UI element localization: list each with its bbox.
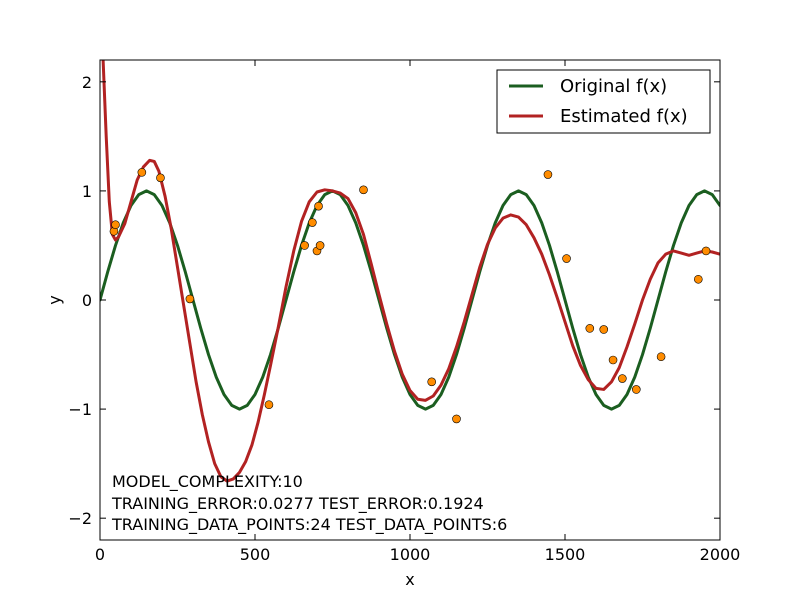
x-tick-label: 2000 [700, 545, 741, 564]
data-point [111, 220, 120, 230]
data-point [618, 374, 627, 383]
legend-label-estimated: Estimated f(x) [560, 106, 688, 127]
y-tick-label: 1 [82, 182, 92, 201]
data-point [599, 325, 609, 334]
x-tick-label: 0 [95, 545, 105, 564]
y-tick-label: 0 [82, 291, 92, 310]
data-point [315, 241, 325, 250]
plot-area: 0 500 1000 1500 2000 −2 −1 0 1 2 [68, 59, 740, 564]
data-point [656, 352, 666, 362]
data-point [427, 377, 437, 387]
data-point [264, 400, 274, 410]
data-point [137, 168, 147, 177]
y-tick-label: 2 [82, 73, 92, 92]
data-point [156, 173, 165, 183]
annotations-block: MODEL_COMPLEXITY:10 TRAINING_ERROR:0.027… [111, 472, 507, 535]
annotation-data-points: TRAINING_DATA_POINTS:24 TEST_DATA_POINTS… [111, 515, 507, 535]
y-tick-label: −2 [68, 509, 92, 528]
y-axis-label: y [45, 295, 64, 304]
x-axis-label: x [405, 570, 414, 589]
legend-label-original: Original f(x) [560, 76, 667, 97]
data-point [452, 414, 461, 424]
ticks-layer: 0 500 1000 1500 2000 −2 −1 0 1 2 [68, 60, 740, 564]
x-tick-label: 1500 [545, 545, 586, 564]
annotation-model-complexity: MODEL_COMPLEXITY:10 [112, 472, 303, 492]
data-point [693, 274, 703, 284]
data-point [585, 324, 595, 333]
y-tick-label: −1 [68, 400, 92, 419]
x-tick-label: 500 [240, 545, 271, 564]
data-point [308, 218, 317, 227]
x-tick-label: 1000 [390, 545, 431, 564]
legend-box [496, 69, 711, 134]
data-point [314, 201, 323, 211]
data-point [543, 170, 553, 179]
points-layer [109, 168, 711, 424]
data-point [701, 246, 711, 256]
data-point [300, 241, 309, 250]
legend: Original f(x) Estimated f(x) [496, 69, 711, 134]
data-point [631, 385, 641, 394]
data-point [562, 254, 571, 263]
series-line-1 [101, 60, 720, 483]
curves-layer [100, 60, 720, 483]
data-point [185, 294, 195, 304]
data-point [359, 185, 368, 195]
series-line-0 [100, 189, 720, 411]
annotation-errors: TRAINING_ERROR:0.0277 TEST_ERROR:0.1924 [111, 494, 484, 514]
data-point [608, 355, 618, 365]
